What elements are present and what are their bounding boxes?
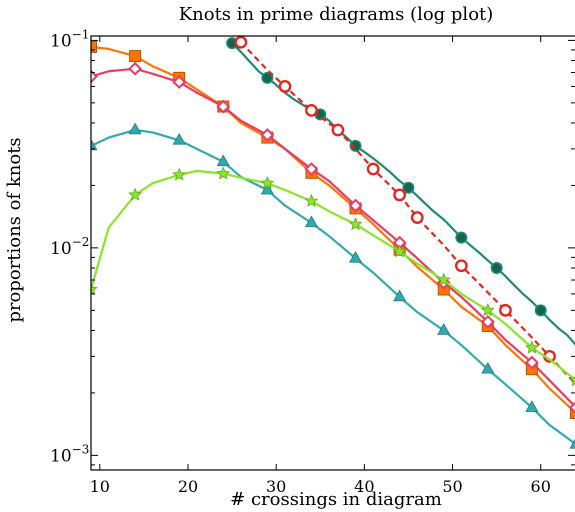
series-0-marker-4 bbox=[402, 181, 415, 194]
x-axis-label: # crossings in diagram bbox=[230, 489, 442, 510]
series-2-line bbox=[91, 45, 575, 414]
series-5-marker-7 bbox=[392, 244, 407, 258]
series-0-marker-3 bbox=[349, 139, 362, 152]
series-1-marker-0 bbox=[234, 35, 248, 49]
y-axis-label: proportions of knots bbox=[4, 137, 25, 322]
series-5-marker-5 bbox=[304, 193, 319, 207]
series-3-line bbox=[91, 67, 575, 409]
series-4 bbox=[91, 122, 575, 449]
x-tick-label-0: 10 bbox=[90, 477, 110, 496]
x-tick-label-4: 50 bbox=[442, 477, 462, 496]
series-1-marker-4 bbox=[366, 162, 380, 176]
chart-title: Knots in prime diagrams (log plot) bbox=[179, 4, 494, 25]
series-5 bbox=[91, 166, 575, 387]
series-4-marker-4 bbox=[260, 182, 274, 195]
series-1-marker-1 bbox=[278, 80, 292, 93]
series-5-marker-4 bbox=[260, 175, 275, 190]
y-tick-label-0: 10−1 bbox=[50, 27, 89, 51]
series-4-marker-10 bbox=[525, 400, 539, 412]
series-5-marker-3 bbox=[216, 166, 231, 180]
series-5-marker-8 bbox=[436, 272, 451, 286]
series-1-marker-8 bbox=[499, 303, 512, 317]
series-4-line bbox=[91, 128, 575, 445]
series-5-marker-9 bbox=[480, 303, 495, 317]
series-1-marker-5 bbox=[393, 188, 407, 202]
x-tick-label-1: 20 bbox=[178, 477, 198, 496]
series-2-marker-1 bbox=[129, 50, 142, 63]
series-0-marker-5 bbox=[455, 231, 468, 244]
series-0-marker-6 bbox=[490, 261, 503, 274]
series-1-marker-6 bbox=[410, 211, 424, 224]
x-tick-label-5: 60 bbox=[531, 477, 551, 496]
y-tick-label-1: 10−2 bbox=[50, 235, 89, 259]
series-2-marker-11 bbox=[570, 407, 575, 420]
series-4-marker-6 bbox=[349, 251, 363, 263]
x-tick-label-2: 30 bbox=[266, 477, 286, 496]
series-3-marker-1 bbox=[128, 61, 143, 76]
series-5-marker-0 bbox=[91, 282, 98, 296]
series-0-marker-1 bbox=[261, 71, 274, 84]
plot-area bbox=[91, 35, 575, 449]
series-5-line bbox=[91, 169, 575, 381]
series-5-marker-2 bbox=[172, 167, 187, 181]
series-3-marker-0 bbox=[91, 69, 98, 84]
series-3-marker-6 bbox=[348, 198, 363, 213]
series-3-marker-2 bbox=[172, 75, 187, 89]
series-4-marker-0 bbox=[91, 138, 98, 151]
axes: 10 20 30 40 50 60 10−1 10−2 10−3 bbox=[50, 27, 575, 496]
series-3-marker-4 bbox=[260, 128, 275, 142]
series-4-marker-9 bbox=[481, 361, 495, 374]
plot-frame bbox=[90, 35, 575, 471]
series-1-marker-3 bbox=[331, 123, 345, 137]
x-tick-label-3: 40 bbox=[354, 477, 374, 496]
series-3 bbox=[91, 61, 575, 414]
series-1-marker-7 bbox=[454, 259, 468, 273]
series-5-marker-6 bbox=[348, 217, 363, 231]
series-5-marker-10 bbox=[525, 340, 539, 354]
series-5-marker-1 bbox=[128, 187, 142, 201]
series-5-marker-11 bbox=[569, 375, 575, 387]
series-4-marker-7 bbox=[393, 289, 407, 302]
series-1-line bbox=[240, 41, 575, 385]
series-4-marker-2 bbox=[172, 132, 186, 145]
series-1-marker-2 bbox=[305, 103, 318, 117]
series-3-marker-3 bbox=[216, 99, 231, 114]
series-0-marker-7 bbox=[534, 304, 547, 317]
series-4-marker-5 bbox=[304, 215, 318, 228]
series-4-marker-11 bbox=[569, 438, 575, 449]
series-2 bbox=[91, 40, 575, 420]
series-1 bbox=[234, 35, 575, 385]
series-4-marker-1 bbox=[128, 122, 142, 135]
series-3-marker-9 bbox=[480, 314, 495, 329]
series-4-marker-3 bbox=[216, 154, 230, 167]
series-3-marker-11 bbox=[569, 401, 575, 414]
series-0 bbox=[226, 37, 575, 346]
series-3-marker-10 bbox=[524, 355, 539, 370]
series-4-marker-8 bbox=[437, 323, 451, 335]
series-3-marker-5 bbox=[304, 162, 319, 176]
series-2-marker-0 bbox=[91, 40, 97, 53]
y-tick-label-2: 10−3 bbox=[50, 442, 89, 466]
